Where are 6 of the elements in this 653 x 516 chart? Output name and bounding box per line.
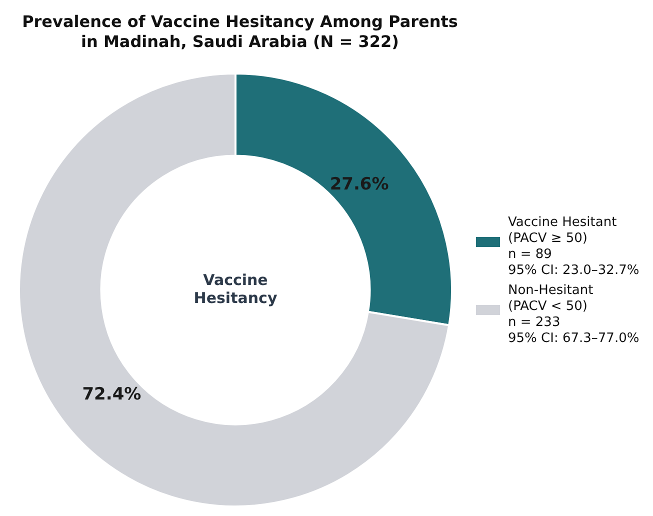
data-label: 72.4%	[82, 384, 142, 404]
legend-label: Non-Hesitant (PACV < 50) n = 233 95% CI: 67.3–77.0%	[508, 283, 640, 347]
text: Vaccine Hesitancy	[194, 270, 278, 307]
chart-title: Prevalence of Vaccine Hesitancy Among Parents in Madinah, Saudi Arabia (N = 322)	[21, 12, 459, 52]
data-label: 27.6%	[330, 174, 389, 194]
legend-label: Vaccine Hesitant (PACV ≥ 50) n = 89 95% CI: 23.0–32.7%	[508, 215, 640, 279]
